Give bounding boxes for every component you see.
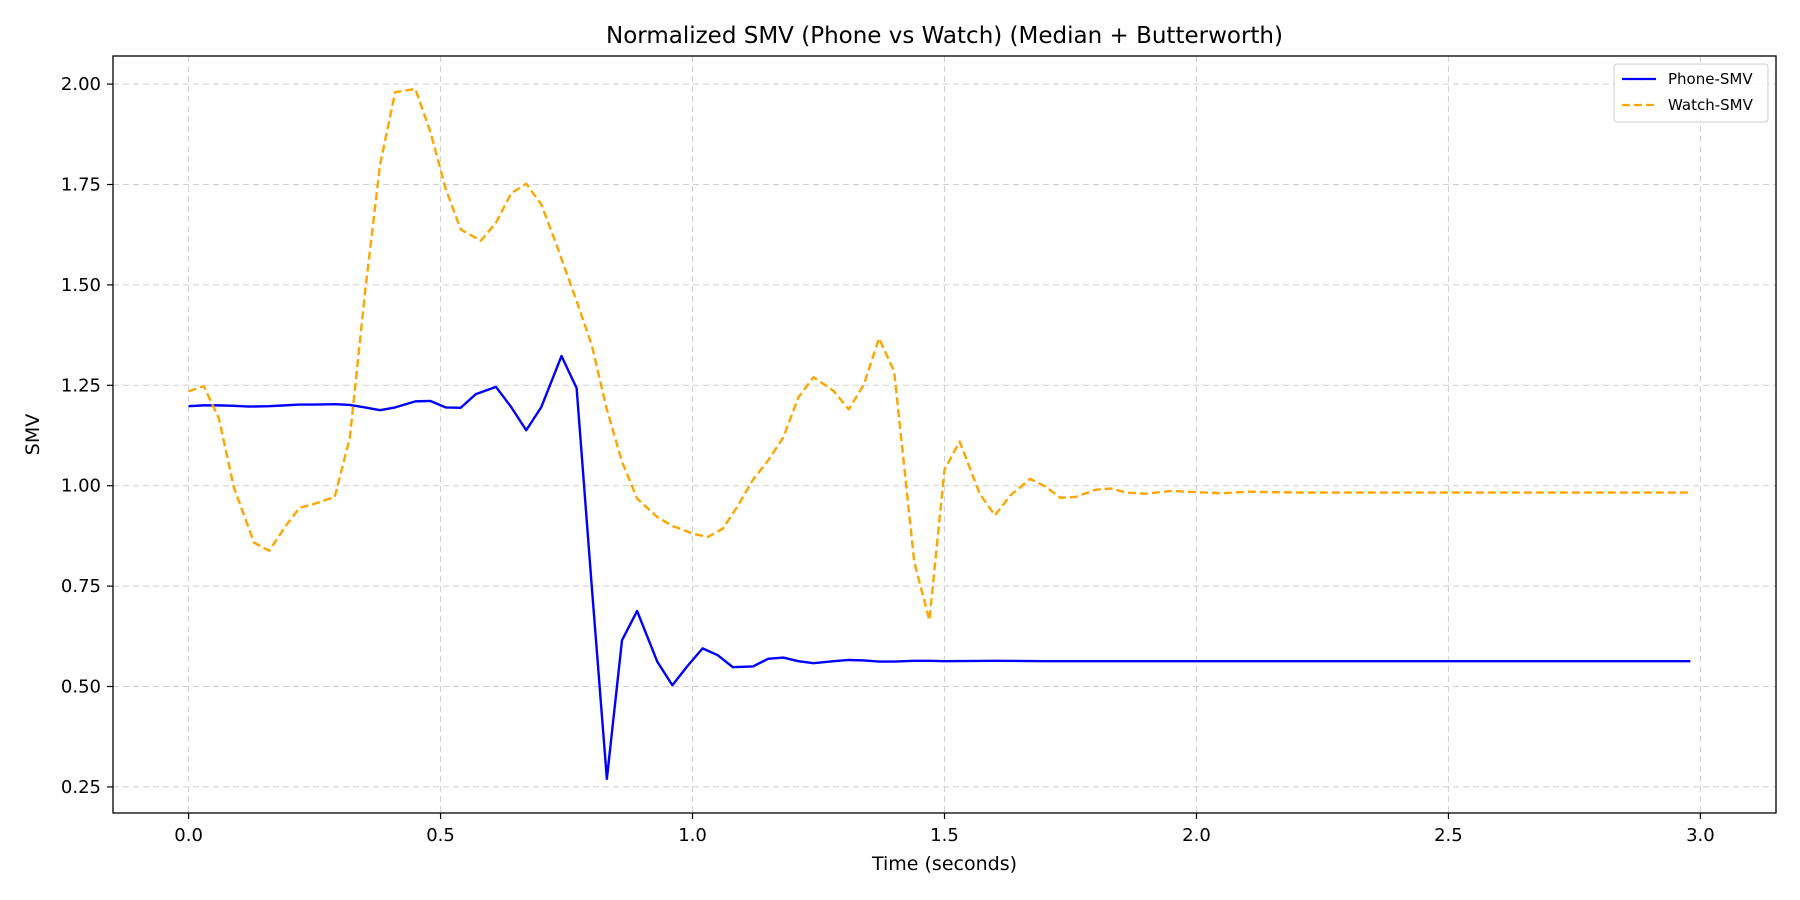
- x-tick-label: 2.5: [1434, 825, 1463, 846]
- x-tick-label: 0.0: [174, 825, 203, 846]
- legend-label-watch: Watch-SMV: [1668, 96, 1754, 114]
- grid: [113, 56, 1776, 813]
- x-tick-label: 2.0: [1182, 825, 1211, 846]
- chart-title: Normalized SMV (Phone vs Watch) (Median …: [606, 23, 1283, 49]
- watch-smv-line: [188, 87, 1691, 622]
- phone-smv-line: [188, 354, 1691, 781]
- y-tick-label: 1.75: [61, 175, 101, 196]
- legend-label-phone: Phone-SMV: [1668, 70, 1753, 88]
- y-tick-label: 0.75: [61, 576, 101, 597]
- x-tick-label: 3.0: [1686, 825, 1715, 846]
- y-tick-label: 0.50: [61, 676, 101, 697]
- y-tick-label: 1.50: [61, 275, 101, 296]
- x-tick-label: 1.0: [678, 825, 707, 846]
- y-tick-label: 0.25: [61, 777, 101, 798]
- x-tick-label: 1.5: [930, 825, 959, 846]
- y-axis-label: SMV: [22, 414, 44, 455]
- x-tick-label: 0.5: [426, 825, 455, 846]
- series-group: [188, 87, 1691, 781]
- legend: Phone-SMV Watch-SMV: [1613, 63, 1769, 123]
- x-axis: 0.0 0.5 1.0 1.5 2.0 2.5 3.0: [174, 813, 1715, 846]
- y-tick-label: 1.25: [61, 375, 101, 396]
- x-axis-label: Time (seconds): [871, 853, 1017, 875]
- y-tick-label: 2.00: [61, 74, 101, 95]
- y-axis: 0.25 0.50 0.75 1.00 1.25 1.50 1.75 2.00: [61, 74, 113, 798]
- y-tick-label: 1.00: [61, 476, 101, 497]
